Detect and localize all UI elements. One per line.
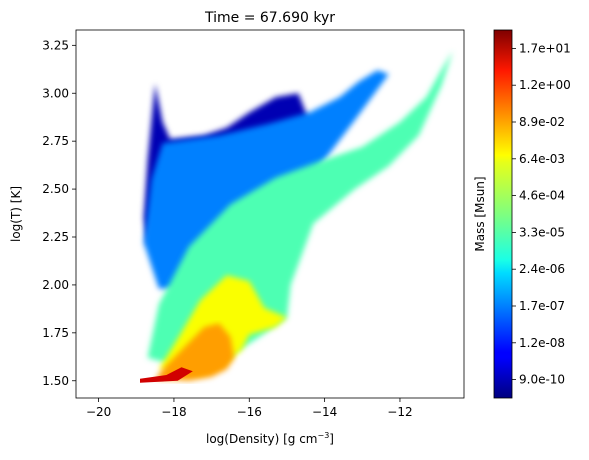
x-axis-label-superscript: −3	[318, 431, 330, 440]
y-tick-label: 2.25	[42, 230, 69, 244]
region-floor-ridge	[140, 367, 193, 383]
x-axis-label-suffix: ]	[329, 432, 334, 446]
colorbar-tick-label: 4.6e-04	[519, 189, 565, 203]
colorbar-tick-label: 8.9e-02	[519, 115, 565, 129]
y-tick-label: 1.50	[42, 374, 69, 388]
colorbar-tick-label: 3.3e-05	[519, 225, 565, 239]
x-tick-label: −20	[86, 405, 111, 419]
x-tick-label: −14	[312, 405, 337, 419]
mass-regions	[140, 51, 453, 383]
x-axis: −20 −18 −16 −14 −12	[86, 398, 413, 419]
x-tick-label: −16	[237, 405, 262, 419]
colorbar-tick-label: 1.7e-07	[519, 299, 565, 313]
colorbar-tick-label: 2.4e-06	[519, 262, 565, 276]
colorbar-tick-label: 9.0e-10	[519, 373, 565, 387]
chart-title: Time = 67.690 kyr	[204, 10, 335, 26]
colorbar-gradient	[493, 29, 513, 399]
colorbar-label: Mass [Msun]	[473, 176, 487, 251]
y-tick-label: 2.75	[42, 134, 69, 148]
y-tick-label: 3.00	[42, 86, 69, 100]
plot-frame	[75, 29, 465, 399]
plot-area	[75, 29, 465, 399]
y-tick-label: 1.75	[42, 326, 69, 340]
x-axis-label-text: log(Density) [g cm	[206, 432, 318, 446]
region-cold-core	[155, 323, 235, 381]
y-tick-label: 3.25	[42, 38, 69, 52]
y-axis-label: log(T) [K]	[9, 186, 23, 242]
colorbar-tick-label: 1.2e-08	[519, 336, 565, 350]
colorbar-tick-label: 1.2e+00	[519, 78, 571, 92]
x-axis-label: log(Density) [g cm−3]	[206, 431, 334, 446]
colorbar: 9.0e-10 1.2e-08 1.7e-07 2.4e-06 3.3e-05 4.6e-…	[473, 29, 571, 399]
colorbar-ticks: 9.0e-10 1.2e-08 1.7e-07 2.4e-06 3.3e-05 4.6e-…	[512, 41, 571, 387]
y-axis: 1.50 1.75 2.00 2.25 2.50 2.75 3.00 3.25	[42, 38, 76, 388]
x-tick-label: −12	[387, 405, 412, 419]
colorbar-tick-label: 1.7e+01	[519, 41, 571, 55]
y-tick-label: 2.50	[42, 182, 69, 196]
colorbar-tick-label: 6.4e-03	[519, 152, 565, 166]
x-tick-label: −18	[161, 405, 186, 419]
y-tick-label: 2.00	[42, 278, 69, 292]
